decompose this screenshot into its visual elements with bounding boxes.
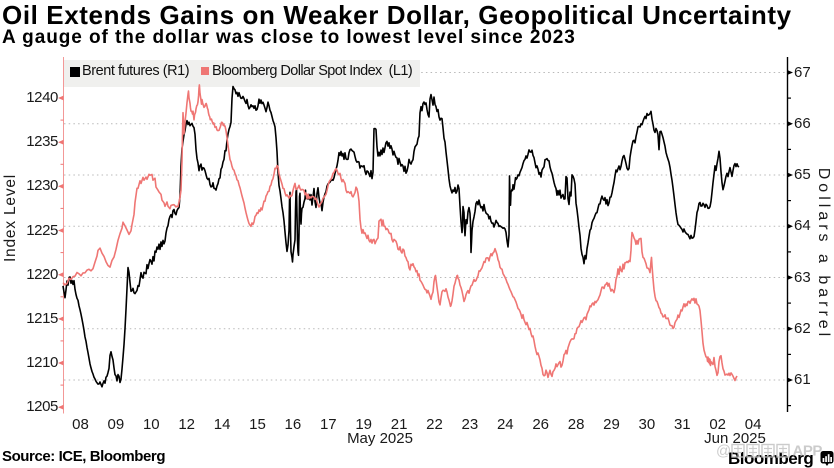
- svg-text:APP: APP: [793, 443, 823, 460]
- svg-text:@: @: [716, 443, 731, 460]
